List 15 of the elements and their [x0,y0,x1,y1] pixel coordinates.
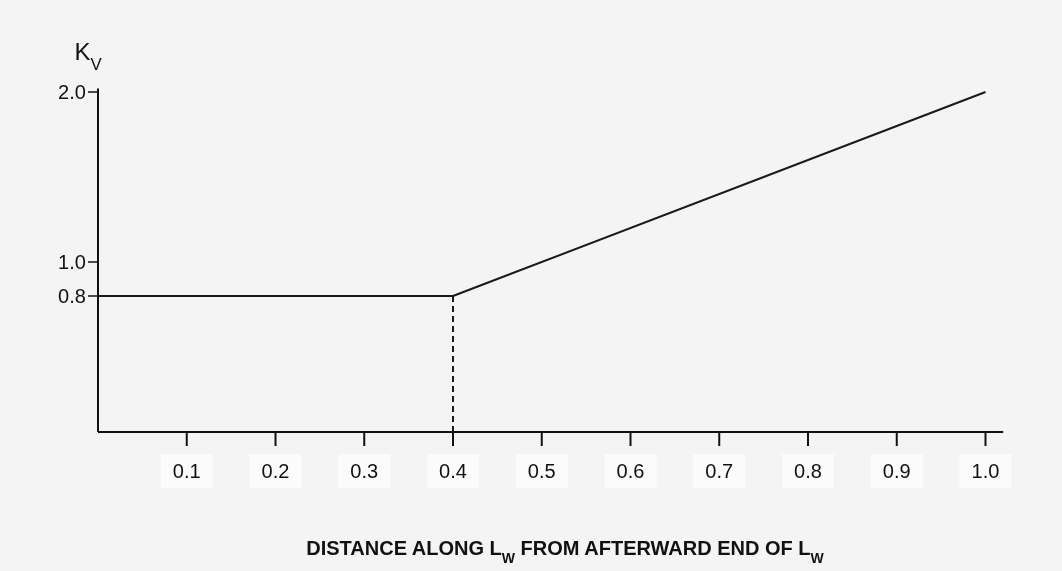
x-tick-label: 0.1 [172,460,201,482]
x-tick-label: 0.3 [350,460,379,482]
y-axis-title: K$_{V}$ [74,38,103,74]
y-tick-label: 2.0 [58,81,86,103]
x-axis-title: DISTANCE ALONG L$_{W}$ FROM AFTERWARD END OF L$_{W}$ [306,537,825,566]
y-tick-label: 1.0 [58,251,86,273]
y-tick-label: 0.8 [58,285,86,307]
x-tick-label: 0.9 [882,460,911,482]
x-tick-label: 0.4 [439,460,467,482]
x-tick-label: 0.6 [616,460,645,482]
x-tick-label: 0.5 [527,460,556,482]
x-tick-label: 0.8 [794,460,822,482]
x-tick-label: 1.0 [971,460,1000,482]
x-tick-label: 0.7 [705,460,734,482]
x-tick-label: 0.2 [261,460,290,482]
